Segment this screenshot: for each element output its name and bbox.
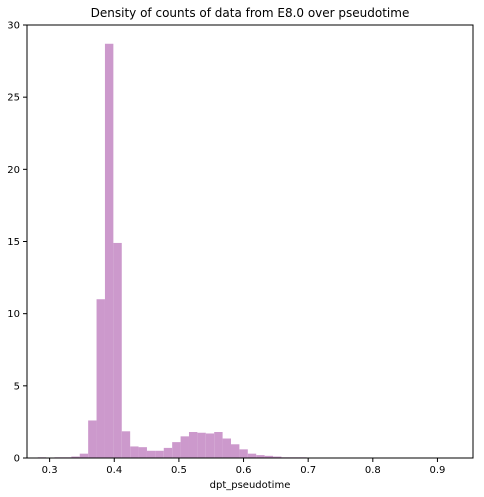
y-tick-label: 0: [14, 454, 20, 465]
histogram-bar: [205, 433, 215, 458]
chart-title: Density of counts of data from E8.0 over…: [91, 6, 410, 20]
histogram-bar: [222, 438, 231, 458]
x-tick-label: 0.6: [236, 465, 252, 476]
x-tick-label: 0.8: [365, 465, 381, 476]
histogram-bar: [256, 455, 265, 458]
histogram-bars: [37, 43, 316, 458]
x-tick-label: 0.5: [171, 465, 187, 476]
histogram-bar: [214, 432, 223, 458]
histogram-bar: [121, 431, 131, 458]
histogram-bar: [113, 242, 122, 458]
histogram-bar: [71, 456, 80, 458]
histogram-bar: [264, 455, 274, 458]
x-tick-label: 0.3: [42, 465, 58, 476]
y-tick-label: 5: [14, 381, 20, 392]
histogram-bar: [180, 436, 189, 458]
y-tick-label: 10: [7, 309, 20, 320]
histogram-bar: [146, 450, 156, 458]
histogram-bar: [230, 444, 240, 458]
histogram-bar: [155, 450, 164, 458]
histogram-bar: [172, 442, 181, 458]
histogram-bar: [197, 432, 206, 458]
x-axis-ticks: 0.3 0.4 0.5 0.6 0.7 0.8 0.9: [42, 458, 445, 476]
y-tick-label: 25: [7, 93, 20, 104]
y-tick-label: 15: [7, 237, 20, 248]
plot-frame: [26, 24, 474, 459]
x-tick-label: 0.9: [429, 465, 445, 476]
y-tick-label: 20: [7, 165, 20, 176]
x-axis-label: dpt_pseudotime: [210, 480, 291, 491]
histogram-bar: [104, 43, 114, 458]
histogram-bar: [88, 420, 97, 458]
histogram-bar: [163, 447, 173, 458]
histogram-bar: [239, 449, 248, 458]
x-tick-label: 0.7: [300, 465, 316, 476]
y-axis-ticks: 0 5 10 15 20 25 30: [7, 21, 27, 465]
histogram-bar: [247, 453, 257, 458]
histogram-bar: [79, 453, 89, 458]
histogram-bar: [138, 447, 147, 458]
histogram-bar: [273, 456, 282, 458]
x-tick-label: 0.4: [106, 465, 122, 476]
y-tick-label: 30: [7, 21, 20, 32]
histogram-bar: [96, 299, 105, 458]
histogram-bar: [130, 446, 139, 458]
histogram-bar: [188, 432, 198, 458]
